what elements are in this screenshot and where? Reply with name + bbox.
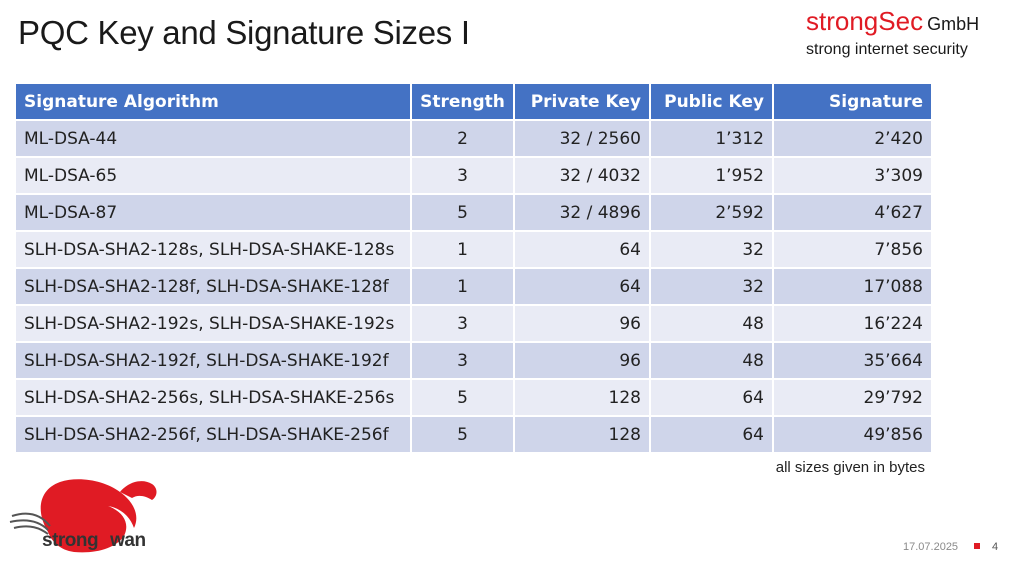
logo-wordmark: strong wan [42, 530, 146, 552]
units-note: all sizes given in bytes [775, 459, 925, 476]
cell-algorithm: SLH-DSA-SHA2-192s, SLH-DSA-SHAKE-192s [16, 305, 412, 343]
logo-text-right: wan [110, 530, 146, 551]
cell-public-key: 48 [650, 305, 774, 343]
brand-tagline: strong internet security [806, 41, 968, 58]
cell-signature: 17’088 [773, 268, 931, 306]
cell-public-key: 1’312 [650, 120, 774, 158]
table-row: ML-DSA-65 3 32 / 4032 1’952 3’309 [16, 157, 931, 195]
cell-private-key: 64 [514, 268, 651, 306]
cell-algorithm: SLH-DSA-SHA2-192f, SLH-DSA-SHAKE-192f [16, 342, 412, 380]
cell-private-key: 128 [514, 416, 651, 454]
page-number: 4 [992, 541, 999, 553]
cell-private-key: 128 [514, 379, 651, 417]
strongswan-logo [9, 479, 157, 553]
table-row: SLH-DSA-SHA2-128s, SLH-DSA-SHAKE-128s 1 64… [16, 231, 931, 269]
logo-text-left: strong [42, 530, 99, 551]
footer-square-icon [974, 543, 980, 549]
cell-algorithm: ML-DSA-65 [16, 157, 412, 195]
cell-private-key: 32 / 2560 [514, 120, 651, 158]
cell-private-key: 96 [514, 305, 651, 343]
cell-strength: 3 [411, 305, 515, 343]
brand-name: strongSec [806, 6, 924, 36]
table-row: SLH-DSA-SHA2-256s, SLH-DSA-SHAKE-256s 5 12… [16, 379, 931, 417]
cell-public-key: 64 [650, 379, 774, 417]
table-row: SLH-DSA-SHA2-128f, SLH-DSA-SHAKE-128f 1 64… [16, 268, 931, 306]
cell-public-key: 32 [650, 231, 774, 269]
cell-signature: 29’792 [773, 379, 931, 417]
cell-algorithm: SLH-DSA-SHA2-256s, SLH-DSA-SHAKE-256s [16, 379, 412, 417]
table-row: ML-DSA-87 5 32 / 4896 2’592 4’627 [16, 194, 931, 232]
cell-strength: 5 [411, 416, 515, 454]
cell-signature: 35’664 [773, 342, 931, 380]
signature-sizes-table: Signature Algorithm Strength Private Key… [16, 84, 931, 454]
cell-public-key: 48 [650, 342, 774, 380]
cell-signature: 2’420 [773, 120, 931, 158]
header-signature: Signature [773, 84, 931, 121]
table-row: SLH-DSA-SHA2-192s, SLH-DSA-SHAKE-192s 3 96… [16, 305, 931, 343]
cell-public-key: 32 [650, 268, 774, 306]
cell-private-key: 64 [514, 231, 651, 269]
brand-header: strongSec GmbH strong internet security [806, 6, 979, 59]
cell-strength: 1 [411, 231, 515, 269]
cell-signature: 7’856 [773, 231, 931, 269]
table-row: SLH-DSA-SHA2-256f, SLH-DSA-SHAKE-256f 5 12… [16, 416, 931, 454]
cell-algorithm: SLH-DSA-SHA2-256f, SLH-DSA-SHAKE-256f [16, 416, 412, 454]
cell-private-key: 32 / 4896 [514, 194, 651, 232]
swan-icon [9, 479, 157, 553]
brand-line: strongSec GmbH [806, 6, 979, 37]
header-private-key: Private Key [514, 84, 651, 121]
brand-suffix: GmbH [927, 14, 980, 34]
cell-strength: 2 [411, 120, 515, 158]
cell-public-key: 1’952 [650, 157, 774, 195]
slide-title: PQC Key and Signature Sizes I [18, 14, 470, 51]
cell-public-key: 64 [650, 416, 774, 454]
cell-strength: 1 [411, 268, 515, 306]
cell-public-key: 2’592 [650, 194, 774, 232]
header-strength: Strength [411, 84, 515, 121]
cell-algorithm: SLH-DSA-SHA2-128f, SLH-DSA-SHAKE-128f [16, 268, 412, 306]
table-header-row: Signature Algorithm Strength Private Key… [16, 84, 931, 121]
cell-private-key: 32 / 4032 [514, 157, 651, 195]
cell-signature: 49’856 [773, 416, 931, 454]
cell-algorithm: ML-DSA-87 [16, 194, 412, 232]
cell-signature: 4’627 [773, 194, 931, 232]
cell-signature: 16’224 [773, 305, 931, 343]
cell-strength: 3 [411, 157, 515, 195]
cell-algorithm: ML-DSA-44 [16, 120, 412, 158]
cell-strength: 5 [411, 194, 515, 232]
table-row: SLH-DSA-SHA2-192f, SLH-DSA-SHAKE-192f 3 96… [16, 342, 931, 380]
header-algorithm: Signature Algorithm [16, 84, 412, 121]
cell-signature: 3’309 [773, 157, 931, 195]
cell-private-key: 96 [514, 342, 651, 380]
header-public-key: Public Key [650, 84, 774, 121]
footer-date: 17.07.2025 [903, 541, 959, 553]
cell-strength: 5 [411, 379, 515, 417]
cell-algorithm: SLH-DSA-SHA2-128s, SLH-DSA-SHAKE-128s [16, 231, 412, 269]
table-row: ML-DSA-44 2 32 / 2560 1’312 2’420 [16, 120, 931, 158]
cell-strength: 3 [411, 342, 515, 380]
